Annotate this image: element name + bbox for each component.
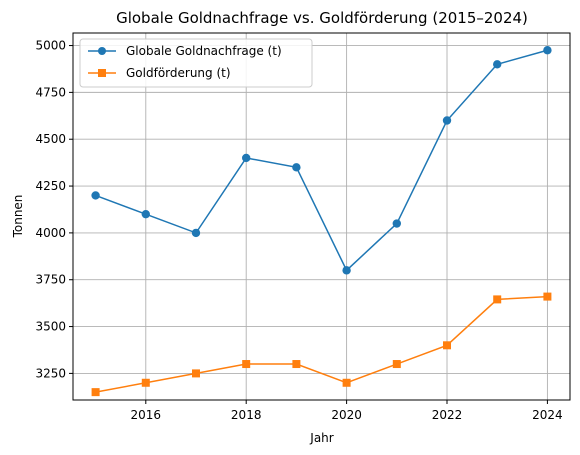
- data-point-1-1: [141, 378, 150, 387]
- plot-frame: [72, 32, 571, 401]
- y-tick-label: 3750: [35, 273, 66, 287]
- data-point-1-5: [342, 378, 351, 387]
- data-point-1-7: [443, 341, 452, 350]
- data-point-0-6: [392, 219, 402, 228]
- data-point-1-6: [392, 360, 401, 369]
- data-point-0-0: [91, 191, 100, 200]
- data-point-0-9: [543, 46, 552, 55]
- y-tick-label: 3500: [35, 320, 66, 334]
- x-tick-label: 2020: [331, 408, 362, 422]
- legend-label-demand: Globale Goldnachfrage (t): [126, 44, 282, 58]
- data-point-1-8: [493, 295, 502, 304]
- data-point-0-4: [292, 163, 301, 172]
- x-tick-label: 2016: [131, 408, 162, 422]
- legend-marker-production: [98, 69, 106, 77]
- data-point-1-2: [191, 369, 200, 378]
- data-point-0-3: [241, 153, 251, 163]
- data-point-1-4: [292, 360, 301, 369]
- series-line-0: [95, 49, 548, 272]
- y-tick-label: 4000: [35, 226, 66, 240]
- data-point-1-9: [543, 292, 552, 301]
- x-tick-label: 2018: [231, 408, 262, 422]
- data-point-0-1: [141, 209, 150, 219]
- data-point-0-8: [493, 60, 502, 69]
- y-axis-label: Tonnen: [11, 195, 25, 239]
- data-point-0-5: [342, 266, 351, 275]
- legend-box: [79, 38, 313, 88]
- legend-marker-demand: [98, 47, 106, 55]
- legend: Globale Goldnachfrage (t) Goldförderung …: [79, 38, 313, 88]
- y-tick-label: 4250: [35, 179, 66, 193]
- series-line-1: [95, 295, 548, 393]
- legend-label-production: Goldförderung (t): [126, 66, 231, 80]
- series-group: [91, 46, 552, 397]
- y-tick-label: 4500: [35, 132, 66, 146]
- y-axis-ticks: 3250 3500 3750 4000 4250 4500 4750 5000: [35, 39, 73, 380]
- data-point-1-3: [242, 360, 251, 369]
- data-point-1-0: [91, 388, 100, 397]
- x-axis-label: Jahr: [309, 431, 333, 445]
- y-tick-label: 4750: [35, 85, 66, 99]
- data-point-0-2: [191, 228, 201, 238]
- data-point-0-7: [442, 116, 452, 125]
- y-tick-label: 3250: [35, 366, 66, 380]
- y-tick-label: 5000: [35, 39, 66, 53]
- x-tick-label: 2024: [532, 408, 563, 422]
- x-axis-ticks: 2016 2018 2020 2022 2024: [131, 400, 563, 422]
- chart-title: Globale Goldnachfrage vs. Goldförderung …: [116, 9, 528, 27]
- x-tick-label: 2022: [432, 408, 463, 422]
